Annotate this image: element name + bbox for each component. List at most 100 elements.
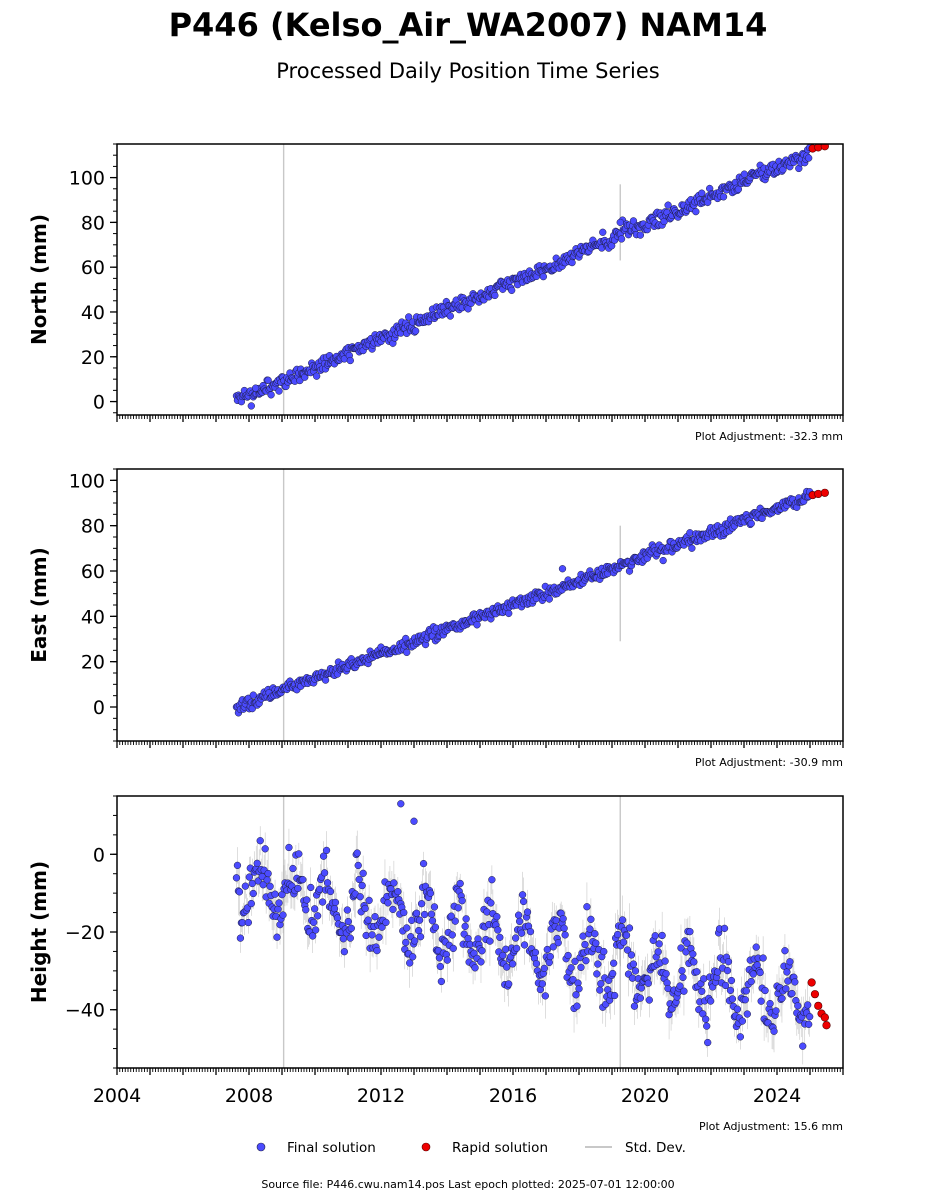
north-final-point xyxy=(636,231,645,239)
panels: 0 20 40 60 80 100 North (mm) Plot Adjustment: -… xyxy=(27,143,844,1133)
height-final-point xyxy=(799,1042,807,1050)
height-rapid-point xyxy=(814,1001,823,1010)
height-final-point xyxy=(449,944,457,953)
height-final-point xyxy=(411,937,419,945)
north-final-point xyxy=(508,286,516,294)
height-final-point xyxy=(346,934,354,942)
height-final-point xyxy=(727,976,736,985)
height-final-point xyxy=(592,939,600,947)
height-final-point xyxy=(414,926,423,935)
height-final-point xyxy=(447,912,455,920)
height-final-point xyxy=(554,939,562,947)
height-final-point xyxy=(275,899,283,907)
height-final-point xyxy=(344,917,352,926)
height-final-point xyxy=(488,876,496,884)
height-final-point xyxy=(365,896,373,905)
height-final-point xyxy=(312,926,320,934)
height-final-point xyxy=(241,882,250,890)
height-final-point xyxy=(517,929,526,937)
height-final-point xyxy=(356,893,364,901)
height-final-point xyxy=(261,845,269,853)
height-final-point xyxy=(743,1010,751,1018)
height-final-point xyxy=(384,899,392,907)
height-final-point xyxy=(435,954,444,962)
height-final-point xyxy=(791,978,799,986)
east-final-point xyxy=(473,621,481,629)
height-final-point xyxy=(644,979,652,987)
height-final-point xyxy=(331,898,340,907)
height-rapid-point xyxy=(822,1021,831,1030)
height-final-point xyxy=(285,843,293,852)
panel-height: −40 −20 0 2004 2008 2012 2016 2020 2024 Height (m… xyxy=(27,795,844,1133)
height-final-point xyxy=(311,905,319,913)
north-ytick-label: 100 xyxy=(69,168,105,190)
height-final-point xyxy=(247,899,255,908)
height-final-point xyxy=(417,900,426,908)
height-final-point xyxy=(610,959,618,967)
east-final-point xyxy=(686,529,694,537)
height-final-point xyxy=(419,859,428,868)
height-final-point xyxy=(625,924,634,932)
height-final-point xyxy=(505,980,513,988)
height-final-point xyxy=(676,982,684,990)
height-final-point xyxy=(587,915,595,923)
height-final-point xyxy=(302,906,310,914)
height-final-point xyxy=(583,903,591,911)
height-plot-area xyxy=(232,796,831,1068)
height-final-point xyxy=(264,869,272,878)
height-final-point xyxy=(420,910,429,919)
height-final-point xyxy=(412,909,421,917)
legend-rapid-marker xyxy=(421,1142,431,1152)
height-final-point xyxy=(499,951,507,960)
height-final-point xyxy=(400,908,408,917)
height-final-point xyxy=(690,958,698,966)
height-final-point xyxy=(572,991,580,999)
height-final-point xyxy=(772,1007,780,1015)
height-final-point xyxy=(244,918,252,927)
height-final-point xyxy=(721,981,730,990)
north-ytick-label: 80 xyxy=(81,212,105,234)
east-final-point xyxy=(249,691,257,699)
height-xtick-label: 2020 xyxy=(621,1085,669,1107)
east-ytick-label: 100 xyxy=(69,470,105,492)
height-final-point xyxy=(382,918,390,927)
height-final-point xyxy=(299,875,307,884)
height-final-point xyxy=(245,873,253,881)
height-final-point xyxy=(415,916,424,924)
height-final-point xyxy=(509,960,517,968)
east-axes-frame xyxy=(116,468,844,742)
legend-final-label: Final solution xyxy=(287,1140,376,1156)
height-final-point xyxy=(703,1022,711,1030)
north-plot-adjustment: Plot Adjustment: -32.3 mm xyxy=(695,430,843,443)
height-final-point xyxy=(679,973,687,982)
height-final-point xyxy=(597,980,605,988)
height-final-point xyxy=(406,959,414,967)
north-ytick-label: 20 xyxy=(81,347,105,369)
height-final-point xyxy=(402,938,410,947)
north-final-point xyxy=(346,356,354,365)
height-final-point xyxy=(493,913,501,921)
height-final-point xyxy=(426,889,435,897)
height-final-point xyxy=(368,931,376,939)
height-final-point xyxy=(496,933,504,941)
height-final-point xyxy=(494,926,502,934)
east-rapid-point xyxy=(820,488,829,497)
height-final-point xyxy=(720,924,729,933)
height-final-point xyxy=(661,957,669,965)
height-final-point xyxy=(788,989,796,998)
height-final-point xyxy=(326,887,335,896)
figure-title: P446 (Kelso_Air_WA2007) NAM14 xyxy=(169,6,768,44)
north-final-point xyxy=(568,258,576,267)
height-final-point xyxy=(645,996,653,1004)
height-final-point xyxy=(693,968,701,976)
height-ytick-label: −40 xyxy=(65,1000,105,1022)
height-final-point xyxy=(782,985,790,993)
height-final-point xyxy=(303,896,311,904)
height-final-point xyxy=(259,881,267,889)
north-final-point xyxy=(698,189,706,197)
panel-east: 0 20 40 60 80 100 East (mm) Plot Adjustment: -3… xyxy=(27,468,844,769)
height-final-point xyxy=(622,931,631,939)
height-final-point xyxy=(431,923,440,931)
height-final-point xyxy=(526,927,535,936)
height-final-point xyxy=(330,904,339,913)
